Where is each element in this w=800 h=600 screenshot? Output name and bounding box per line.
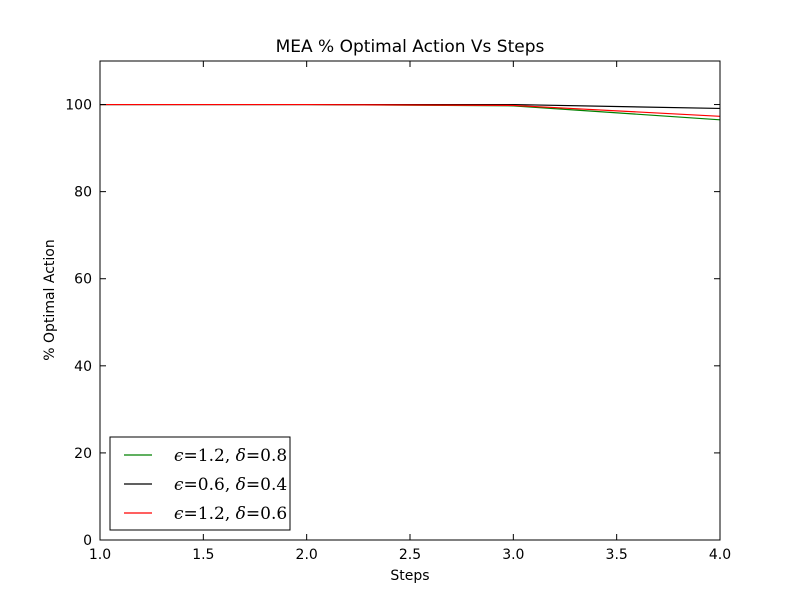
legend-separator: = (184, 504, 198, 524)
x-tick-label: 1.5 (192, 547, 214, 563)
legend-symbol: ϵ (174, 446, 184, 466)
legend-separator: = (184, 446, 198, 466)
x-axis-label: Steps (390, 568, 429, 584)
legend-separator: , (225, 475, 236, 495)
y-tick-label: 100 (65, 98, 92, 114)
x-tick-label: 2.5 (399, 547, 421, 563)
x-tick-label: 1.0 (89, 547, 111, 563)
legend-symbol2-value: 0.4 (260, 475, 287, 495)
y-axis-ticks: 0 20 40 60 80 100 (65, 98, 720, 549)
y-tick-label: 60 (74, 272, 92, 288)
legend-separator: = (246, 504, 260, 524)
legend-label-1: ϵ=1.2, δ=0.8 (174, 446, 287, 466)
legend-symbol2-value: 0.6 (260, 504, 287, 524)
legend-symbol2: δ (236, 504, 246, 524)
y-axis-label: % Optimal Action (42, 239, 58, 360)
legend: ϵ=1.2, δ=0.8ϵ=0.6, δ=0.4ϵ=1.2, δ=0.6 (109, 436, 291, 531)
legend-items: ϵ=1.2, δ=0.8ϵ=0.6, δ=0.4ϵ=1.2, δ=0.6 (124, 446, 287, 524)
y-tick-label: 80 (74, 185, 92, 201)
legend-symbol2: δ (236, 475, 246, 495)
legend-separator: , (225, 504, 236, 524)
x-tick-label: 2.0 (296, 547, 318, 563)
series-line-3 (100, 103, 721, 117)
plot-area: 1.0 1.5 2.0 2.5 3.0 3.5 4.0 0 20 40 60 80 100 (65, 60, 731, 563)
x-tick-label: 4.0 (709, 547, 731, 563)
legend-symbol-value: 0.6 (198, 475, 225, 495)
legend-symbol: ϵ (174, 504, 184, 524)
x-axis-ticks: 1.0 1.5 2.0 2.5 3.0 3.5 4.0 (89, 61, 731, 563)
x-tick-label: 3.0 (502, 547, 524, 563)
legend-symbol2: δ (236, 446, 246, 466)
legend-symbol-value: 1.2 (198, 504, 225, 524)
series-layer (100, 103, 721, 121)
chart-title: MEA % Optimal Action Vs Steps (276, 37, 545, 57)
y-tick-label: 0 (83, 533, 92, 549)
legend-separator: = (246, 446, 260, 466)
y-tick-label: 20 (74, 446, 92, 462)
legend-separator: , (225, 446, 236, 466)
y-tick-label: 40 (74, 359, 92, 375)
legend-label-3: ϵ=1.2, δ=0.6 (174, 504, 287, 524)
legend-separator: = (184, 475, 198, 495)
legend-label-2: ϵ=0.6, δ=0.4 (174, 475, 287, 495)
legend-symbol2-value: 0.8 (260, 446, 287, 466)
x-tick-label: 3.5 (606, 547, 628, 563)
legend-separator: = (246, 475, 260, 495)
legend-symbol-value: 1.2 (198, 446, 225, 466)
legend-symbol: ϵ (174, 475, 184, 495)
